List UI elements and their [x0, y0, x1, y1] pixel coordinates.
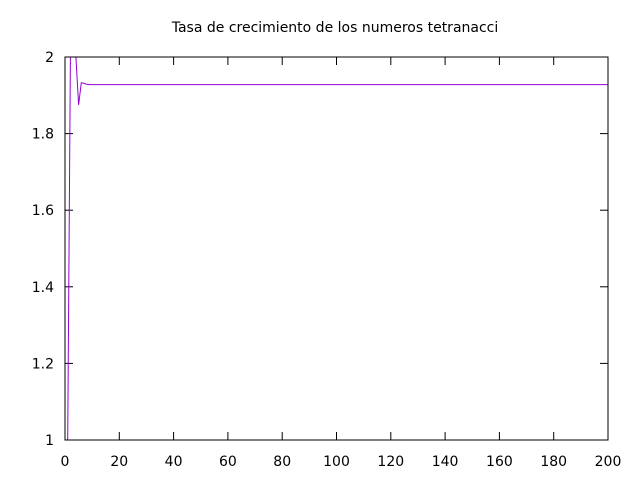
x-axis: 0 20 40 60 80 100 120 140 160 180 200 — [61, 57, 622, 470]
x-tick-label: 40 — [165, 454, 183, 470]
x-tick-label: 0 — [61, 454, 70, 470]
x-tick-label: 60 — [219, 454, 237, 470]
y-tick-label: 1.4 — [32, 280, 54, 296]
y-tick-label: 1.8 — [32, 127, 54, 143]
x-tick-label: 80 — [273, 454, 291, 470]
series-line — [67, 57, 608, 440]
x-tick-label: 100 — [323, 454, 350, 470]
y-tick-label: 2 — [45, 50, 54, 66]
y-tick-label: 1 — [45, 433, 54, 449]
y-tick-label: 1.2 — [32, 356, 54, 372]
x-tick-label: 200 — [595, 454, 622, 470]
x-tick-label: 140 — [432, 454, 459, 470]
x-tick-label: 120 — [377, 454, 404, 470]
x-tick-label: 180 — [540, 454, 567, 470]
x-tick-label: 160 — [486, 454, 513, 470]
plot-frame — [64, 56, 609, 441]
x-tick-label: 20 — [110, 454, 128, 470]
chart-title: Tasa de crecimiento de los numeros tetra… — [171, 20, 499, 36]
y-tick-label: 1.6 — [32, 203, 54, 219]
series-group — [67, 57, 608, 440]
y-axis: 1 1.2 1.4 1.6 1.8 2 — [32, 50, 608, 449]
